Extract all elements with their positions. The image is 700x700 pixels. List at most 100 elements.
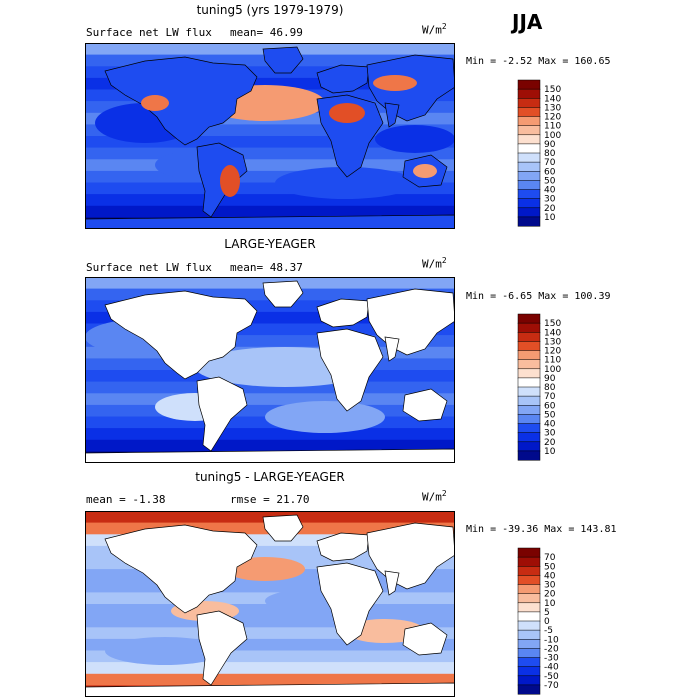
land-feature <box>373 75 417 91</box>
colorbar-swatch <box>517 88 541 99</box>
land-outline <box>384 336 400 362</box>
colorbar-tick-label: -70 <box>544 681 559 691</box>
panel-3-units: W/m2 <box>422 489 447 504</box>
colorbar-tick-label: 140 <box>544 94 561 104</box>
colorbar-tick-label: 50 <box>544 176 556 186</box>
land-outline <box>402 388 448 422</box>
colorbar-swatch <box>517 395 541 406</box>
panel-1-map <box>85 43 455 229</box>
colorbar-swatch <box>517 629 541 640</box>
land-outline <box>104 524 258 614</box>
colorbar-swatch <box>517 341 541 352</box>
colorbar-swatch <box>517 171 541 181</box>
colorbar-tick-label: 90 <box>544 374 556 384</box>
panel-2-field-label: Surface net LW flux <box>86 261 212 274</box>
colorbar-tick-label: -50 <box>544 672 559 682</box>
colorbar-swatch <box>517 593 541 604</box>
colorbar-tick-label: 70 <box>544 553 556 563</box>
colorbar-tick-label: 100 <box>544 365 561 375</box>
colorbar-swatch <box>517 405 541 415</box>
panel-2-title: LARGE-YEAGER <box>224 237 316 251</box>
land-outline <box>196 376 248 452</box>
land-outline <box>384 570 400 596</box>
colorbar-swatch <box>517 180 541 191</box>
colorbar-swatch <box>517 161 541 172</box>
colorbar-tick-label: 30 <box>544 581 556 591</box>
colorbar-swatch <box>517 602 541 613</box>
land-outline <box>316 562 384 646</box>
map-frame <box>85 43 455 229</box>
colorbar-swatch <box>517 359 541 370</box>
land-feature <box>220 165 240 197</box>
land-outline <box>85 682 455 697</box>
panel-1-field-label: Surface net LW flux <box>86 26 212 39</box>
colorbar-swatch <box>517 611 541 622</box>
colorbar-tick-label: 50 <box>544 562 556 572</box>
field-feature <box>375 125 455 153</box>
panel-1-units: W/m2 <box>422 22 447 37</box>
colorbar-tick-label: -40 <box>544 663 559 673</box>
panel-1-mean: mean= 46.99 <box>230 26 303 39</box>
colorbar-tick-label: 0 <box>544 617 550 627</box>
panel-2-minmax: Min = -6.65 Max = 100.39 <box>466 291 611 302</box>
colorbar-tick-label: 140 <box>544 328 561 338</box>
field-band <box>85 194 455 207</box>
colorbar-swatch <box>517 566 541 576</box>
land-outline <box>316 532 370 562</box>
season-label: JJA <box>512 10 543 34</box>
colorbar-tick-label: 40 <box>544 186 556 196</box>
colorbar-swatch <box>517 189 541 200</box>
land-outline <box>316 64 370 94</box>
field-band <box>85 393 455 406</box>
colorbar-tick-label: 130 <box>544 103 561 113</box>
colorbar-swatch <box>517 322 541 333</box>
colorbar-tick-label: -30 <box>544 654 559 664</box>
colorbar-tick-label: 150 <box>544 85 561 95</box>
colorbar-tick-label: 60 <box>544 401 556 411</box>
colorbar-swatch <box>517 198 541 209</box>
colorbar-tick-label: 150 <box>544 319 561 329</box>
colorbar-swatch <box>517 575 541 586</box>
colorbar-tick-label: 120 <box>544 113 561 123</box>
colorbar-swatch <box>517 639 541 649</box>
land-outline <box>316 298 370 328</box>
colorbar-swatch <box>517 350 541 361</box>
colorbar-swatch <box>517 377 541 388</box>
colorbar-tick-label: 60 <box>544 167 556 177</box>
colorbar-tick-label: 20 <box>544 438 556 448</box>
panel-2-map <box>85 277 455 463</box>
colorbar-swatch <box>517 414 541 425</box>
land-outline <box>85 214 455 229</box>
land-outline <box>262 46 304 74</box>
colorbar-tick-label: 40 <box>544 571 556 581</box>
colorbar-swatch <box>517 666 541 677</box>
field-band <box>85 439 455 452</box>
colorbar-swatch <box>517 441 541 452</box>
colorbar-swatch <box>517 143 541 154</box>
panel-2-units: W/m2 <box>422 256 447 271</box>
field-band <box>85 159 455 172</box>
colorbar-swatch <box>517 648 541 659</box>
colorbar-tick-label: -20 <box>544 644 559 654</box>
colorbar-swatch <box>517 584 541 595</box>
colorbar-tick-label: 80 <box>544 383 556 393</box>
panel-2-mean: mean= 48.37 <box>230 261 303 274</box>
colorbar-tick-label: 80 <box>544 149 556 159</box>
land-outline <box>196 610 248 686</box>
colorbar-tick-label: 100 <box>544 131 561 141</box>
colorbar-swatch <box>517 386 541 397</box>
land-outline <box>316 328 384 412</box>
colorbar-tick-label: 110 <box>544 122 561 132</box>
land-outline <box>262 514 304 542</box>
colorbar-swatch <box>517 98 541 108</box>
colorbar-tick-label: 90 <box>544 140 556 150</box>
colorbar-swatch <box>517 450 541 461</box>
field-feature <box>275 167 415 199</box>
colorbar-swatch <box>517 125 541 136</box>
colorbar-tick-label: 10 <box>544 213 556 223</box>
land-outline <box>85 448 455 463</box>
colorbar-swatch <box>517 152 541 163</box>
